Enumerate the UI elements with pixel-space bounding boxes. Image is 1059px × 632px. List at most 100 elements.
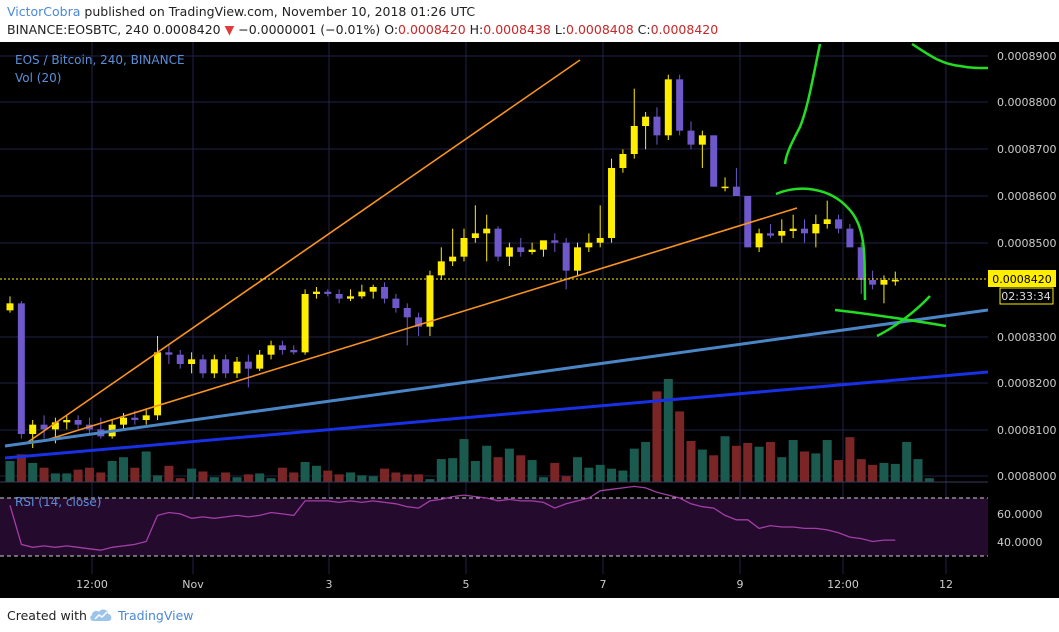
- candle-body: [483, 228, 491, 234]
- volume-bar: [731, 445, 741, 482]
- volume-bar: [459, 439, 469, 482]
- last-price: 0.0008420: [153, 22, 221, 37]
- candle-body: [244, 361, 252, 369]
- trendline-light-blue[interactable]: [4, 308, 989, 448]
- candles: [6, 74, 899, 448]
- created-with-text: Created with: [7, 608, 87, 623]
- volume-bar: [482, 445, 492, 482]
- candle-body: [176, 354, 184, 364]
- time-tick: 3: [326, 578, 333, 591]
- price-axis-background[interactable]: [988, 42, 1059, 598]
- price-tick: 0.0008200: [997, 377, 1057, 390]
- candle-body: [403, 308, 411, 318]
- volume-bar: [822, 440, 832, 482]
- green-drawing-stroke[interactable]: [911, 42, 989, 70]
- candle-body: [437, 261, 445, 276]
- tradingview-link[interactable]: TradingView: [118, 608, 194, 623]
- volume-bar: [913, 459, 923, 482]
- volume-bar: [187, 468, 197, 482]
- volume-bar: [323, 470, 333, 482]
- volume-bar: [504, 448, 514, 482]
- tradingview-cloud-icon[interactable]: [88, 606, 114, 624]
- time-tick: 5: [463, 578, 470, 591]
- chart-area[interactable]: 0.0008420 02:33:34 0.0008900 0.0008800 0…: [0, 42, 1059, 598]
- high-label: H:: [469, 22, 484, 37]
- volume-bar: [436, 459, 446, 482]
- rsi-tick: 60.0000: [997, 508, 1043, 521]
- candle-body: [732, 186, 740, 196]
- close-label: C:: [637, 22, 651, 37]
- volume-bars: [5, 379, 934, 482]
- candle-body: [835, 219, 843, 229]
- volume-bar: [255, 473, 265, 482]
- volume-bar: [743, 442, 753, 482]
- volume-bar: [141, 451, 151, 482]
- candle-body: [63, 420, 71, 423]
- volume-bar: [448, 458, 458, 482]
- rsi-pane: [0, 485, 988, 557]
- volume-bar: [516, 455, 526, 482]
- time-axis-background[interactable]: [0, 574, 988, 598]
- candle-body: [278, 345, 286, 350]
- candle-body: [40, 424, 48, 430]
- rsi-band: [0, 498, 988, 556]
- volume-bar: [924, 478, 934, 482]
- candle-body: [766, 233, 774, 236]
- volume-bar: [311, 465, 321, 482]
- volume-bar: [232, 477, 242, 482]
- green-drawing-stroke[interactable]: [876, 295, 931, 338]
- candle-body: [676, 79, 684, 131]
- volume-bar: [720, 436, 730, 482]
- candle-body: [642, 116, 650, 126]
- price-axis[interactable]: 0.0008900 0.0008800 0.0008700 0.0008600 …: [997, 50, 1057, 483]
- candle-body: [608, 168, 616, 238]
- volume-bar: [62, 473, 72, 482]
- price-tick: 0.0008800: [997, 96, 1057, 109]
- volume-bar: [834, 460, 844, 482]
- price-tick: 0.0008500: [997, 237, 1057, 250]
- green-drawing-stroke[interactable]: [775, 187, 867, 301]
- volume-bar: [788, 440, 798, 482]
- drawings: [4, 42, 989, 460]
- volume-bar: [550, 462, 560, 482]
- rsi-axis[interactable]: 60.0000 40.0000: [997, 508, 1043, 549]
- price-chart[interactable]: 0.0008420 02:33:34 0.0008900 0.0008800 0…: [0, 42, 1059, 598]
- volume-bar: [402, 474, 412, 482]
- candle-body: [687, 130, 695, 145]
- candle-body: [789, 228, 797, 231]
- time-axis[interactable]: 12:00 Nov 3 5 7 9 12:00 12: [76, 578, 953, 591]
- chart-background: [0, 42, 988, 574]
- price-tick: 0.0008900: [997, 50, 1057, 63]
- volume-bar: [164, 465, 174, 482]
- author-link[interactable]: VictorCobra: [7, 4, 81, 19]
- rsi-legend[interactable]: RSI (14, close): [15, 495, 101, 509]
- green-drawing-stroke[interactable]: [783, 43, 822, 165]
- volume-bar: [811, 453, 821, 482]
- price-change: −0.0000001 (−0.01%): [238, 22, 381, 37]
- volume-bar: [663, 379, 673, 482]
- time-tick: 12: [939, 578, 953, 591]
- candle-body: [891, 280, 899, 282]
- volume-bar: [527, 460, 537, 482]
- wedge-upper-line[interactable]: [27, 59, 581, 443]
- candle-body: [471, 233, 479, 238]
- volume-bar: [277, 467, 287, 482]
- candle-body: [869, 280, 877, 285]
- candle-body: [517, 247, 525, 252]
- candle-body: [449, 256, 457, 262]
- countdown-text: 02:33:34: [1001, 290, 1050, 303]
- chart-legend-title[interactable]: EOS / Bitcoin, 240, BINANCE: [15, 53, 185, 67]
- rsi-line: [9, 485, 896, 551]
- time-tick: Nov: [182, 578, 204, 591]
- green-drawing-stroke[interactable]: [834, 308, 947, 328]
- volume-legend[interactable]: Vol (20): [15, 71, 61, 85]
- wedge-lower-line[interactable]: [39, 207, 798, 443]
- candle-body: [74, 420, 82, 425]
- candle-body: [256, 354, 264, 369]
- candle-body: [199, 359, 207, 374]
- volume-bar: [16, 454, 26, 482]
- candle-body: [392, 298, 400, 308]
- candle-body: [415, 317, 423, 327]
- publish-header: VictorCobra published on TradingView.com…: [0, 0, 1059, 42]
- trendline-dark-blue[interactable]: [4, 370, 989, 460]
